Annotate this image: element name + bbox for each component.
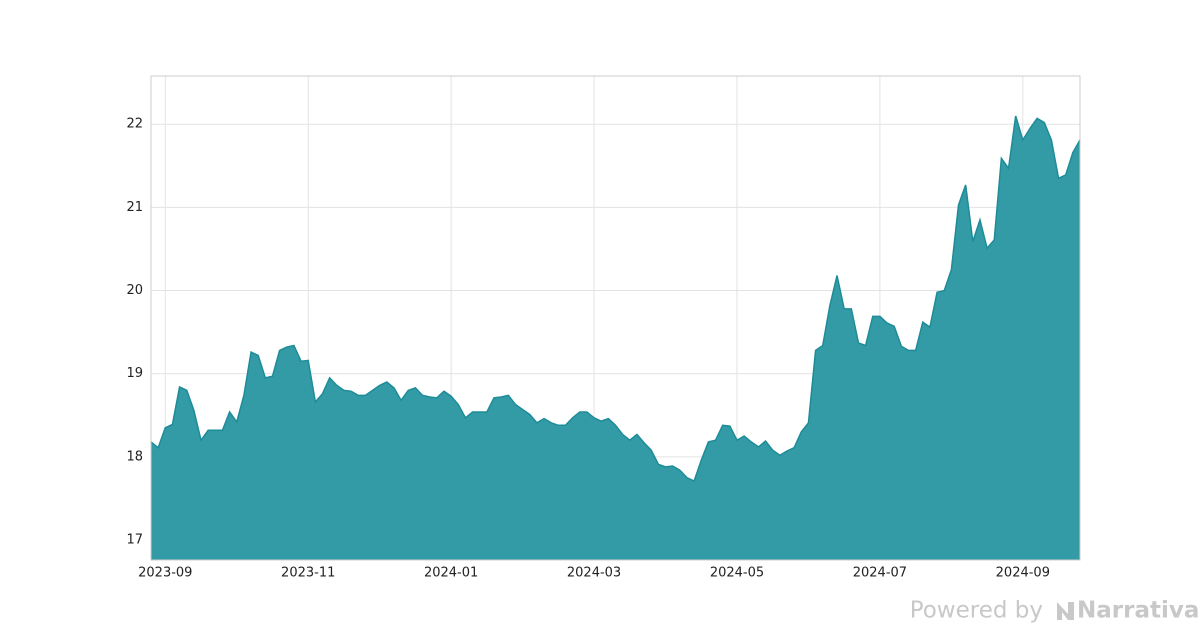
x-tick-label: 2023-09	[138, 566, 192, 581]
brand-logo	[1057, 602, 1074, 620]
x-tick-label: 2024-09	[996, 566, 1050, 581]
y-tick-label: 21	[126, 200, 143, 215]
x-tick-label: 2024-01	[424, 566, 478, 581]
line	[150, 115, 1081, 483]
x-tick-label: 2024-03	[567, 566, 621, 581]
footer: Powered by Narrativa	[910, 598, 1200, 624]
y-tick-label: 18	[126, 449, 143, 464]
area	[151, 115, 1080, 561]
y-tick-label: 17	[126, 533, 143, 548]
x-tick-label: 2023-11	[281, 566, 335, 581]
x-tick-label: 2024-05	[710, 566, 764, 581]
y-tick-label: 20	[126, 283, 143, 298]
x-tick-label: 2024-07	[853, 566, 907, 581]
y-tick-label: 19	[126, 366, 143, 381]
brand: Narrativa	[1077, 598, 1199, 624]
plot-frame	[150, 75, 1081, 561]
powered-by: Powered by	[910, 598, 1043, 624]
y-tick-label: 22	[126, 117, 143, 132]
